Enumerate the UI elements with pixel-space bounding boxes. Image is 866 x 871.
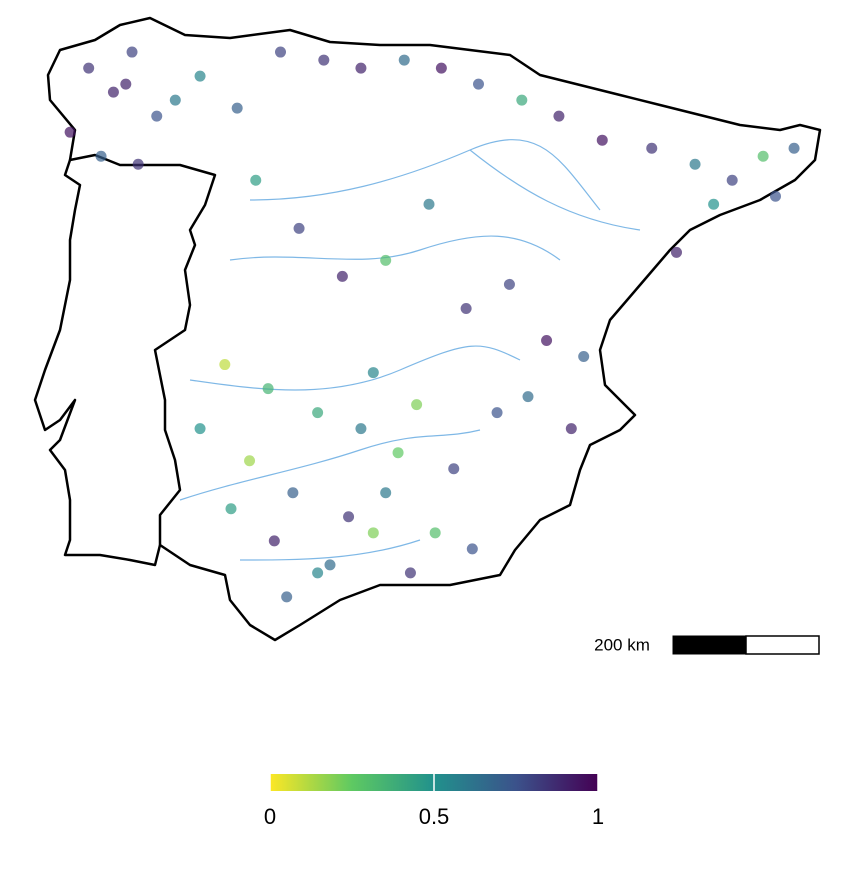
- data-point: [473, 78, 484, 90]
- data-point: [293, 222, 305, 234]
- data-point: [553, 110, 565, 122]
- data-point: [355, 62, 367, 74]
- data-point: [411, 399, 423, 411]
- data-point: [355, 423, 367, 435]
- scale-bar-label: 200 km: [594, 635, 650, 654]
- data-point: [466, 543, 478, 555]
- data-point: [423, 198, 435, 210]
- data-point: [503, 278, 515, 290]
- data-point: [367, 527, 379, 539]
- data-point: [516, 94, 528, 106]
- data-point: [398, 54, 410, 66]
- data-point: [268, 535, 280, 547]
- data-point: [380, 487, 392, 499]
- data-point: [169, 94, 181, 106]
- data-point: [596, 134, 608, 146]
- data-point: [287, 487, 299, 499]
- river: [179, 429, 481, 501]
- data-point: [770, 190, 781, 202]
- data-point: [64, 126, 76, 138]
- rivers: [179, 139, 641, 561]
- data-point: [83, 62, 95, 74]
- data-point: [132, 158, 144, 170]
- colorbar-tick-label: 0.5: [419, 804, 450, 829]
- data-point: [522, 391, 534, 403]
- data-point: [380, 254, 392, 266]
- data-point: [392, 447, 404, 459]
- data-point: [194, 423, 206, 435]
- data-point: [435, 62, 447, 74]
- data-point: [491, 407, 503, 419]
- data-point: [367, 367, 379, 379]
- data-point: [318, 54, 330, 66]
- data-point: [324, 559, 336, 571]
- data-point: [336, 270, 348, 282]
- data-point: [225, 503, 237, 515]
- data-point: [250, 174, 262, 186]
- data-point: [95, 150, 107, 162]
- spain-outline: [46, 16, 822, 642]
- data-point: [275, 46, 286, 58]
- points: [64, 46, 800, 603]
- data-point: [448, 463, 460, 475]
- data-point: [126, 46, 138, 58]
- data-point: [219, 359, 231, 371]
- data-point: [262, 383, 274, 395]
- data-point: [404, 567, 416, 579]
- data-point: [460, 302, 472, 314]
- data-point: [671, 246, 682, 258]
- data-point: [565, 423, 577, 435]
- data-point: [312, 567, 324, 579]
- scale-bar-segment: [745, 635, 820, 655]
- river: [249, 139, 601, 211]
- data-point: [646, 142, 658, 154]
- data-point: [120, 78, 132, 90]
- data-point: [151, 110, 163, 122]
- river: [229, 235, 561, 261]
- data-point: [757, 150, 769, 162]
- data-point: [429, 527, 441, 539]
- data-point: [231, 102, 243, 114]
- data-point: [788, 142, 800, 154]
- data-point: [281, 591, 293, 603]
- colorbar-ticks: 0 0.5 1: [264, 774, 604, 829]
- data-point: [244, 455, 256, 467]
- data-point: [343, 511, 355, 523]
- data-point: [541, 335, 553, 347]
- data-point: [726, 174, 738, 186]
- data-point: [312, 407, 324, 419]
- colorbar-tick-label: 1: [592, 804, 604, 829]
- river: [469, 149, 641, 231]
- portugal-outline: [33, 159, 162, 567]
- data-point: [578, 351, 590, 363]
- data-point: [689, 158, 701, 170]
- data-point: [194, 70, 206, 82]
- data-point: [107, 86, 119, 98]
- river: [189, 345, 521, 391]
- data-point: [708, 198, 720, 210]
- colorbar-tick-label: 0: [264, 804, 276, 829]
- scale-bar-segment: [672, 635, 747, 655]
- river: [239, 539, 421, 561]
